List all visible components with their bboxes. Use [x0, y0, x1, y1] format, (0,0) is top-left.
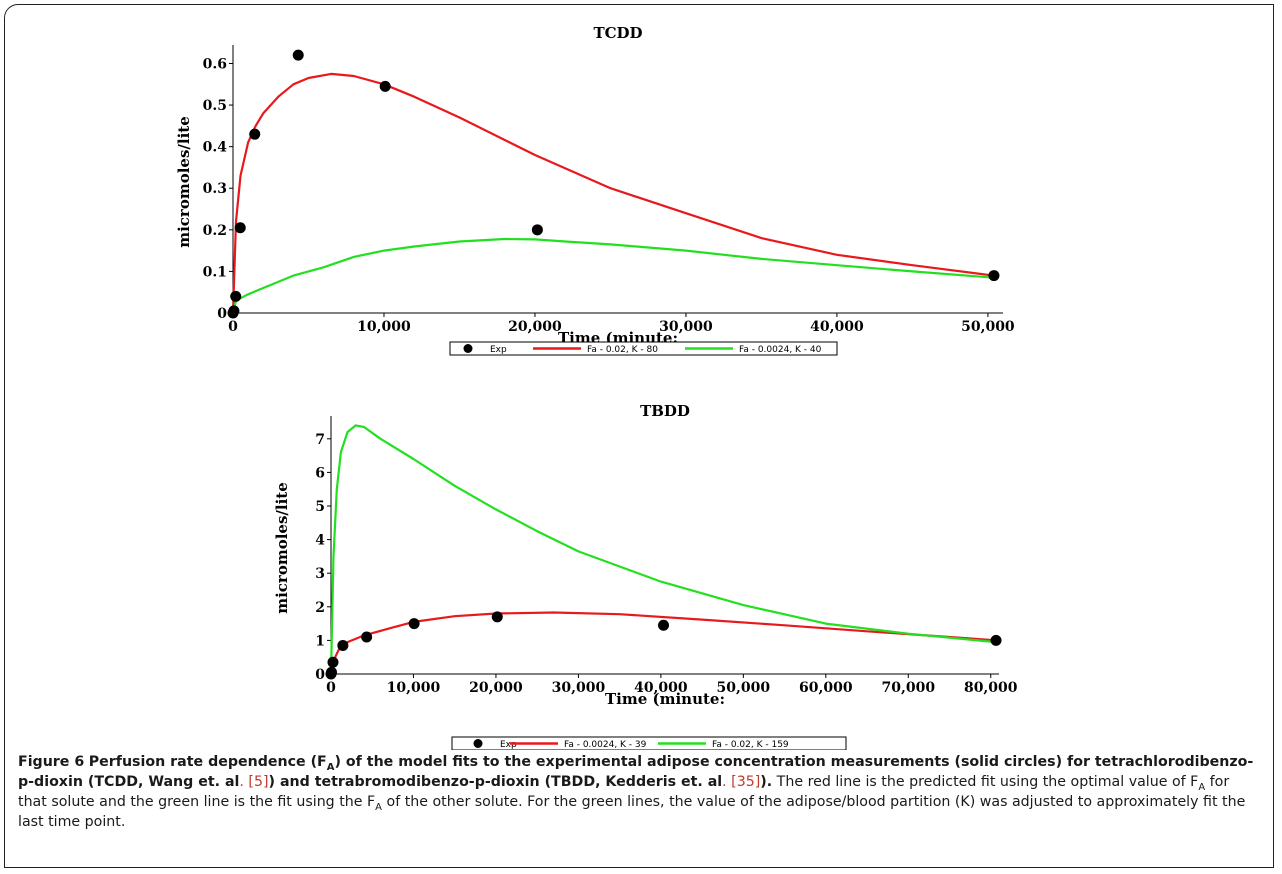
legend-label: Fa - 0.02, K - 159: [712, 740, 789, 750]
y-tick-label: 2: [315, 600, 325, 616]
x-tick-label: 30,000: [659, 319, 713, 335]
x-axis-label: Time (minute:: [605, 690, 725, 708]
x-tick-label: 0: [228, 319, 238, 335]
y-tick-label: 0.6: [203, 56, 227, 72]
chart-title: TCDD: [593, 24, 642, 42]
caption-sub-2: A: [375, 801, 382, 813]
x-tick-label: 30,000: [552, 680, 606, 696]
caption-text-3: of the other solute. For the green lines…: [18, 794, 1246, 830]
x-tick-label: 0: [326, 680, 336, 696]
caption-ref-2[interactable]: . [35]: [722, 774, 761, 790]
y-tick-label: 0: [315, 667, 325, 683]
chart-tbdd: TBDD 0 10,000 20,000 30,000 40,000 50,000 60,00…: [273, 402, 1018, 750]
x-tick-label: 20,000: [508, 319, 562, 335]
x-tick-label: 60,000: [799, 680, 853, 696]
x-tick-label: 70,000: [881, 680, 935, 696]
data-point: [531, 224, 543, 236]
x-tick-label: 80,000: [964, 680, 1018, 696]
data-point: [292, 49, 304, 61]
y-tick-label: 1: [315, 633, 325, 649]
x-tick-label: 40,000: [634, 680, 688, 696]
data-point: [228, 305, 240, 317]
figure-charts: TCDD 0 10,000 20,000 30,000 40,000 50,000 0 0.1 0…: [175, 24, 1018, 750]
x-tick-label: 10,000: [387, 680, 441, 696]
y-tick-label: 7: [315, 432, 325, 448]
data-point: [249, 128, 261, 140]
caption-ref-1[interactable]: . [5]: [239, 774, 269, 790]
y-tick-label: 3: [315, 566, 325, 582]
y-tick-label: 4: [315, 533, 325, 549]
legend-box: [451, 736, 847, 750]
y-tick-label: 0.5: [203, 98, 227, 114]
legend-label: Fa - 0.0024, K - 39: [564, 740, 647, 750]
y-tick-label: 0: [217, 306, 227, 322]
data-point: [234, 222, 246, 234]
x-tick-label: 10,000: [357, 319, 411, 335]
caption-text-2: for that solute and the green line is th…: [18, 774, 1230, 810]
y-axis-label: micromoles/lite: [273, 482, 291, 614]
legend-label: Exp: [500, 740, 517, 750]
chart-legend: Exp Fa - 0.0024, K - 39 Fa - 0.02, K - 159: [451, 736, 847, 750]
legend-label: Fa - 0.02, K - 80: [587, 345, 658, 355]
data-point: [361, 631, 373, 643]
legend-label: Exp: [490, 345, 507, 355]
caption-bold-mid: ) of the model fits to the experimental …: [18, 754, 1254, 790]
data-point: [491, 611, 503, 623]
caption-text-1: The red line is the predicted fit using …: [772, 774, 1199, 790]
caption-bold-sub: A: [326, 761, 335, 773]
data-point: [658, 619, 670, 631]
caption-bold-mid2: ) and tetrabromodibenzo-p-dioxin (TBDD, …: [268, 774, 723, 790]
data-point: [325, 666, 337, 678]
data-point: [988, 270, 1000, 282]
legend-marker-exp: [473, 739, 483, 748]
chart-tcdd: TCDD 0 10,000 20,000 30,000 40,000 50,000 0 0.1 0…: [175, 24, 1015, 356]
chart-title: TBDD: [640, 402, 690, 420]
x-tick-label: 50,000: [717, 680, 771, 696]
series-line-fa-0-0024-k-40: [231, 237, 994, 314]
data-point: [230, 290, 242, 302]
figure-frame: [4, 4, 1274, 868]
y-tick-label: 0.1: [203, 264, 227, 280]
series-line-fa-0-02-k-80: [231, 72, 995, 314]
y-tick-label: 5: [315, 499, 325, 515]
caption-bold-text: Perfusion rate dependence (F: [88, 754, 327, 770]
caption-bold-end: ).: [760, 774, 773, 790]
caption-figure-number: Figure 6: [18, 754, 85, 770]
data-point: [337, 639, 349, 651]
legend-marker-exp: [463, 344, 473, 353]
y-tick-label: 0.4: [203, 140, 228, 156]
figure-caption: Figure 6 Perfusion rate dependence (FA) …: [18, 752, 1258, 832]
x-tick-label: 50,000: [961, 319, 1015, 335]
data-point: [327, 656, 339, 668]
y-tick-label: 6: [315, 465, 325, 481]
x-tick-label: 40,000: [810, 319, 864, 335]
x-tick-label: 20,000: [469, 680, 523, 696]
legend-label: Fa - 0.0024, K - 40: [739, 345, 822, 355]
data-point: [990, 634, 1002, 646]
chart-legend: Exp Fa - 0.02, K - 80 Fa - 0.0024, K - 40: [449, 341, 838, 356]
series-line-fa-0-02-k-159: [329, 424, 997, 675]
legend-box: [449, 341, 838, 356]
data-point: [379, 80, 391, 92]
data-point: [408, 618, 420, 630]
y-tick-label: 0.3: [203, 181, 227, 197]
y-axis-label: micromoles/lite: [175, 116, 193, 248]
y-tick-label: 0.2: [203, 223, 227, 239]
caption-sub-1: A: [1198, 781, 1206, 793]
